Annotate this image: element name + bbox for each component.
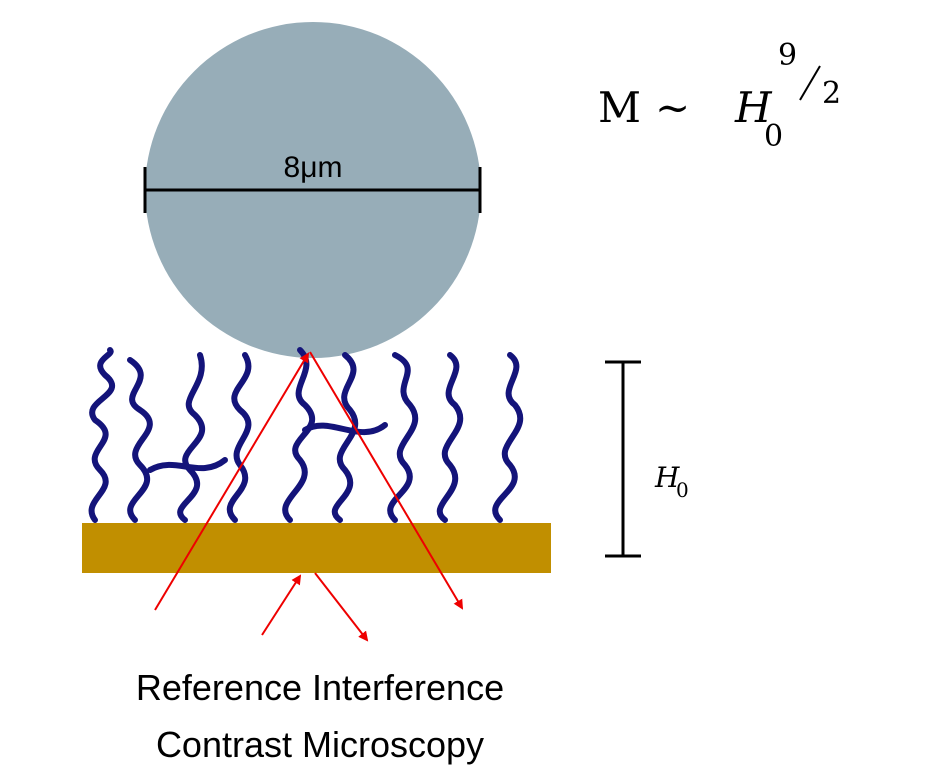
incident-ray <box>262 576 300 635</box>
light-paths <box>155 352 462 640</box>
diagram: 8μm H 0 M ∼ H 0 9 2 Reference Interferen… <box>0 0 934 776</box>
substrate <box>82 523 551 573</box>
height-bracket <box>605 362 641 556</box>
caption-line: Contrast Microscopy <box>156 724 484 765</box>
height-label-subscript: 0 <box>676 478 689 502</box>
diameter-label: 8μm <box>284 151 343 184</box>
reflected-ray <box>315 573 367 640</box>
formula-subscript: 0 <box>764 119 783 154</box>
caption-line: Reference Interference <box>136 667 504 708</box>
polymer-brush <box>92 350 521 520</box>
formula-lhs: M <box>598 83 641 132</box>
exponent-numerator: 9 <box>778 38 797 73</box>
exponent-denominator: 2 <box>822 76 841 111</box>
formula-relation: ∼ <box>655 83 690 132</box>
exponent-slash <box>800 66 820 100</box>
